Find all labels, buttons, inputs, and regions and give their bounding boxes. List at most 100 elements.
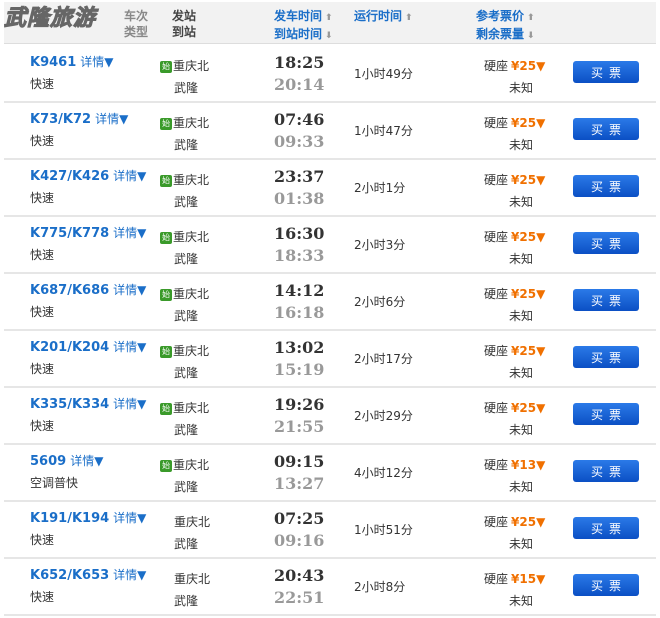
buy-ticket-button[interactable]: 买票 [573,574,639,596]
detail-link[interactable]: 详情▼ [113,169,147,183]
detail-link[interactable]: 详情▼ [113,568,147,582]
sort-down-icon[interactable]: ⬇ [325,31,333,41]
seat-type: 硬座 [484,59,509,73]
train-number-link[interactable]: K9461 详情▼ [30,53,114,70]
departure-time: 09:15 [274,452,325,471]
train-number[interactable]: K191/K194 [30,511,110,526]
start-station-badge: 始 [160,174,172,187]
detail-link[interactable]: 详情▼ [113,340,147,354]
train-number-link[interactable]: 5609 详情▼ [30,452,103,469]
train-number-link[interactable]: K427/K426 详情▼ [30,167,146,184]
from-station: 始重庆北 [160,342,230,359]
detail-link[interactable]: 详情▼ [113,397,147,411]
train-number-link[interactable]: K191/K194 详情▼ [30,509,146,526]
buy-ticket-button[interactable]: 买票 [573,289,639,311]
buy-ticket-button[interactable]: 买票 [573,61,639,83]
sort-price[interactable]: 参考票价 [476,9,525,23]
train-number-link[interactable]: K335/K334 详情▼ [30,395,146,412]
detail-link[interactable]: 详情▼ [70,454,104,468]
price-dropdown[interactable]: ¥15▼ [511,572,546,586]
table-row: K201/K204 详情▼ 快速 始重庆北 武隆 13:02 15:19 2小时1… [4,330,656,388]
buy-ticket-button[interactable]: 买票 [573,346,639,368]
duration: 4小时12分 [354,466,413,480]
detail-link[interactable]: 详情▼ [113,283,147,297]
detail-link[interactable]: 详情▼ [113,226,147,240]
price-dropdown[interactable]: ¥25▼ [511,401,546,415]
seat-type: 硬座 [484,572,509,586]
train-number-link[interactable]: K687/K686 详情▼ [30,281,146,298]
train-number[interactable]: K73/K72 [30,112,92,127]
seat-type: 硬座 [484,116,509,130]
train-number[interactable]: K335/K334 [30,397,110,412]
seat-type: 硬座 [484,173,509,187]
sort-up-icon[interactable]: ⬆ [527,13,535,23]
sort-arrival[interactable]: 到站时间 [274,27,323,41]
seat-price: 硬座 ¥25▼ [484,57,545,74]
duration: 1小时47分 [354,124,413,138]
table-row: K73/K72 详情▼ 快速 始重庆北 武隆 07:46 09:33 1小时47分… [4,102,656,160]
train-number-link[interactable]: K73/K72 详情▼ [30,110,128,127]
arrival-time: 22:51 [274,588,325,607]
duration: 2小时17分 [354,352,413,366]
sort-duration[interactable]: 运行时间 [354,9,403,23]
train-type: 空调普快 [30,476,79,490]
to-station: 武隆 [174,423,199,437]
train-number[interactable]: K9461 [30,55,77,70]
remaining-tickets: 未知 [509,309,534,323]
header-train: 车次 [124,9,149,23]
seat-price: 硬座 ¥25▼ [484,285,545,302]
seat-type: 硬座 [484,344,509,358]
detail-link[interactable]: 详情▼ [95,112,129,126]
price-dropdown[interactable]: ¥25▼ [511,344,546,358]
sort-up-icon[interactable]: ⬆ [325,13,333,23]
sort-departure[interactable]: 发车时间 [274,9,323,23]
to-station: 武隆 [174,138,199,152]
train-type: 快速 [30,305,55,319]
header-duration[interactable]: 运行时间 ⬆ [354,8,413,26]
train-number-link[interactable]: K652/K653 详情▼ [30,566,146,583]
price-dropdown[interactable]: ¥25▼ [511,515,546,529]
sort-down-icon[interactable]: ⬇ [527,31,535,41]
train-number-link[interactable]: K775/K778 详情▼ [30,224,146,241]
departure-time: 18:25 [274,53,325,72]
price-dropdown[interactable]: ¥25▼ [511,116,546,130]
buy-ticket-button[interactable]: 买票 [573,175,639,197]
start-station-badge: 始 [160,231,172,244]
train-type: 快速 [30,362,55,376]
train-number[interactable]: K775/K778 [30,226,110,241]
buy-ticket-button[interactable]: 买票 [573,118,639,140]
price-dropdown[interactable]: ¥25▼ [511,173,546,187]
price-dropdown[interactable]: ¥13▼ [511,458,546,472]
train-number[interactable]: 5609 [30,454,67,469]
seat-price: 硬座 ¥25▼ [484,513,545,530]
header-times[interactable]: 发车时间 ⬆ 到站时间 ⬇ [274,8,333,44]
price-dropdown[interactable]: ¥25▼ [511,287,546,301]
price-dropdown[interactable]: ¥25▼ [511,230,546,244]
detail-link[interactable]: 详情▼ [80,55,114,69]
sort-remaining[interactable]: 剩余票量 [476,27,525,41]
price-dropdown[interactable]: ¥25▼ [511,59,546,73]
table-row: K191/K194 详情▼ 快速 重庆北 武隆 07:25 09:16 1小时51… [4,501,656,559]
train-number[interactable]: K427/K426 [30,169,110,184]
train-type: 快速 [30,248,55,262]
duration: 1小时49分 [354,67,413,81]
remaining-tickets: 未知 [509,366,534,380]
table-row: K427/K426 详情▼ 快速 始重庆北 武隆 23:37 01:38 2小时1… [4,159,656,217]
train-number[interactable]: K201/K204 [30,340,110,355]
detail-link[interactable]: 详情▼ [113,511,147,525]
train-number[interactable]: K687/K686 [30,283,110,298]
header-price[interactable]: 参考票价 ⬆ 剩余票量 ⬇ [476,8,535,44]
train-number-link[interactable]: K201/K204 详情▼ [30,338,146,355]
table-row: K775/K778 详情▼ 快速 始重庆北 武隆 16:30 18:33 2小时3… [4,216,656,274]
buy-ticket-button[interactable]: 买票 [573,517,639,539]
table-row: K335/K334 详情▼ 快速 始重庆北 武隆 19:26 21:55 2小时2… [4,387,656,445]
train-number[interactable]: K652/K653 [30,568,110,583]
departure-time: 23:37 [274,167,325,186]
buy-ticket-button[interactable]: 买票 [573,232,639,254]
sort-up-icon[interactable]: ⬆ [405,13,413,23]
from-station-name: 重庆北 [173,401,210,415]
buy-ticket-button[interactable]: 买票 [573,403,639,425]
buy-ticket-button[interactable]: 买票 [573,460,639,482]
table-header: 车次 类型 发站 到站 发车时间 ⬆ 到站时间 ⬇ 运行时间 ⬆ 参考票价 ⬆ 剩余票量 ⬇ [4,2,656,44]
